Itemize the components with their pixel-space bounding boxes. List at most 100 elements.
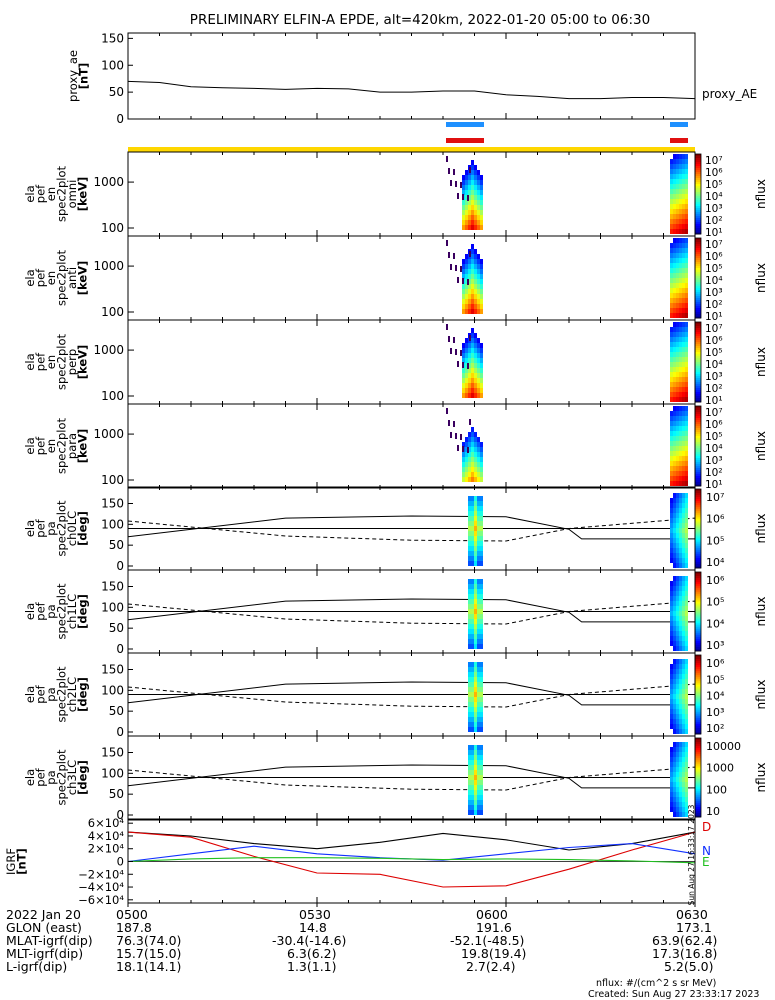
spec0-cell-a-4-6 xyxy=(474,195,477,200)
pa2-cell-b-0-1 xyxy=(670,724,673,729)
spec2-cell-a-1-9 xyxy=(465,348,468,353)
pa2-cell-a-0-10 xyxy=(468,677,471,682)
pa1-cell-a-4-10 xyxy=(480,594,483,599)
spec2-cell-b-1-14 xyxy=(673,327,676,332)
pa1-ylabel-line-0: ela xyxy=(23,603,37,620)
pa1-ylabel-line-3: spec2plot xyxy=(54,583,68,640)
pa3-cell-a-2-2 xyxy=(474,800,477,805)
spec1-cell-a-3-9 xyxy=(471,264,474,269)
pa3-cell-a-1-10 xyxy=(471,760,474,765)
pa0-cell-b-0-10 xyxy=(670,513,673,518)
footer-units-note: nflux: #/(cm^2 s sr MeV) xyxy=(596,978,717,989)
spec0-cbar-seg-35 xyxy=(695,224,701,227)
pa0-cell-a-2-2 xyxy=(474,551,477,556)
spec0-cell-b-0-2 xyxy=(670,219,673,224)
pa2-cell-a-4-13 xyxy=(480,662,483,667)
spec0-cell-b-0-14 xyxy=(670,159,673,164)
spec1-ylabel-line-3: spec2plot xyxy=(54,249,68,306)
pa0-cell-a-2-13 xyxy=(474,496,477,501)
pa0-cell-b-2-6 xyxy=(676,533,679,538)
pa3-cell-a-0-8 xyxy=(468,770,471,775)
pa1-cell-a-4-1 xyxy=(480,639,483,644)
spec0-cbar-seg-10 xyxy=(695,174,701,177)
pa1-cell-b-2-9 xyxy=(676,601,679,606)
pa3-cell-b-3-4 xyxy=(679,792,682,797)
spec3-cell-b-5-0 xyxy=(685,481,688,486)
spec1-cell-b-0-12 xyxy=(670,253,673,258)
spec0-cell-b-2-5 xyxy=(676,204,679,209)
spec1-cell-a-2-1 xyxy=(468,304,471,309)
spec2-cell-a-1-2 xyxy=(465,383,468,388)
spec2-cell-b-4-6 xyxy=(682,367,685,372)
pa1-ytick-label-1: 100 xyxy=(101,600,124,614)
spec0-cell-b-2-3 xyxy=(676,214,679,219)
pa3-cell-b-0-1 xyxy=(670,807,673,812)
spec3-cell-a-4-6 xyxy=(474,447,477,452)
pa3-cell-a-4-13 xyxy=(480,745,483,750)
spec0-cell-a-4-5 xyxy=(474,200,477,205)
pa3-cell-a-2-10 xyxy=(474,760,477,765)
spec1-cbar-label-0: 10⁷ xyxy=(705,239,723,251)
spec0-cell-b-4-3 xyxy=(682,214,685,219)
pa2-cell-b-0-12 xyxy=(670,669,673,674)
igrf-ylabel-line-1: [nT] xyxy=(14,848,28,875)
spec3-speckle-9 xyxy=(457,445,459,451)
pa2-cell-a-3-1 xyxy=(477,722,480,727)
spec1-cbar-seg-37 xyxy=(695,312,701,315)
pa0-cell-b-3-12 xyxy=(679,503,682,508)
pa1-cell-b-4-7 xyxy=(682,611,685,616)
pa3-cell-b-1-10 xyxy=(673,762,676,767)
spec0-cell-a-6-1 xyxy=(480,220,483,225)
spec0-cbar-seg-20 xyxy=(695,194,701,197)
pa1-cbar-seg-21 xyxy=(695,613,701,616)
spec1-cell-b-3-2 xyxy=(679,303,682,308)
pa2-cell-b-4-6 xyxy=(682,699,685,704)
spec1-cell-b-5-10 xyxy=(685,263,688,268)
pa3-cell-b-5-11 xyxy=(685,757,688,762)
pa0-cbar-seg-20 xyxy=(695,528,701,531)
spec3-speckle-7 xyxy=(469,419,471,425)
spec1-cell-a-0-3 xyxy=(462,294,465,299)
pa1-cell-b-5-11 xyxy=(685,591,688,596)
pa2-cell-b-3-6 xyxy=(679,699,682,704)
spec1-cbar-seg-0 xyxy=(695,238,701,241)
pa3-cell-b-3-14 xyxy=(679,742,682,747)
spec1-cbar-seg-7 xyxy=(695,252,701,255)
spec2-cell-a-5-9 xyxy=(477,348,480,353)
pa2-cell-a-0-11 xyxy=(468,672,471,677)
pa2-cell-b-5-3 xyxy=(685,714,688,719)
pa0-cell-b-1-5 xyxy=(673,538,676,543)
pa2-ylabel-line-0: ela xyxy=(23,686,37,703)
footer-row-glon: GLON (east) 187.8 14.8 191.6 173.1 xyxy=(4,920,764,935)
pa0-cell-a-4-3 xyxy=(480,546,483,551)
footer-l-v2: 2.7(2.4) xyxy=(466,959,516,974)
spec3-cell-b-4-0 xyxy=(682,481,685,486)
pa0-cell-a-1-0 xyxy=(471,561,474,566)
spec3-cell-a-1-4 xyxy=(465,457,468,462)
spec1-ylabel-line-4: anti xyxy=(65,267,79,289)
spec0-cell-b-1-5 xyxy=(673,204,676,209)
pa0-cell-a-1-9 xyxy=(471,516,474,521)
spec0-cell-b-5-0 xyxy=(685,229,688,234)
proxy-ae-legend: proxy_AE xyxy=(702,87,757,101)
spec3-cell-b-5-2 xyxy=(685,471,688,476)
spec0-cell-b-5-10 xyxy=(685,179,688,184)
pa2-cell-a-1-7 xyxy=(471,692,474,697)
pa3-cell-b-0-3 xyxy=(670,797,673,802)
pa3-cbar-seg-26 xyxy=(695,789,701,792)
igrf-legend-d: D xyxy=(702,820,711,834)
pa0-cbar-seg-26 xyxy=(695,540,701,543)
pa0-cell-b-0-2 xyxy=(670,553,673,558)
pa2-cell-b-3-1 xyxy=(679,724,682,729)
pa0-cell-b-1-4 xyxy=(673,543,676,548)
pa3-cbar-seg-35 xyxy=(695,807,701,810)
pa3-cell-a-4-1 xyxy=(480,805,483,810)
spec2-cell-b-3-1 xyxy=(679,392,682,397)
spec3-cell-b-4-10 xyxy=(682,431,685,436)
pa2-cell-a-2-4 xyxy=(474,707,477,712)
pa2-cell-a-3-12 xyxy=(477,667,480,672)
pa3-ylabel-line-3: spec2plot xyxy=(54,749,68,806)
spec0-cell-a-1-10 xyxy=(465,175,468,180)
pa1-cell-a-0-13 xyxy=(468,579,471,584)
spec3-cbar-seg-33 xyxy=(695,472,701,475)
